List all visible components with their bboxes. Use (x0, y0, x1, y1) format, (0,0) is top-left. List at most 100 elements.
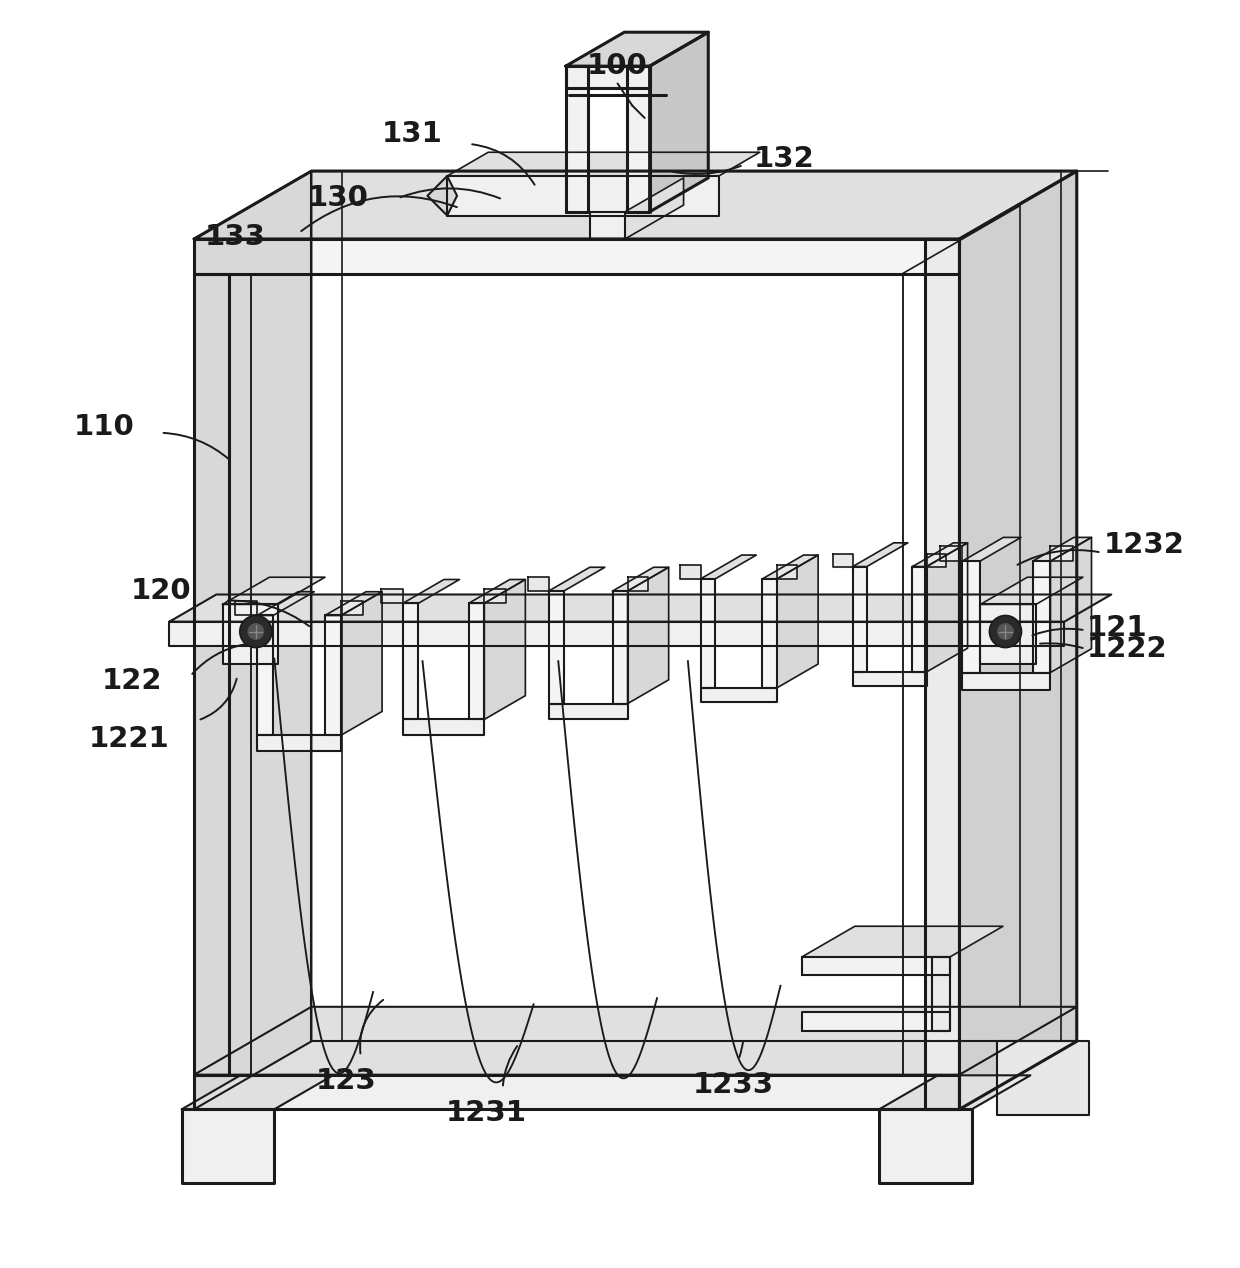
Polygon shape (962, 562, 980, 672)
Circle shape (997, 624, 1013, 639)
Text: 132: 132 (754, 145, 815, 172)
Polygon shape (853, 672, 926, 686)
Polygon shape (701, 687, 777, 702)
Polygon shape (195, 238, 960, 274)
Text: 133: 133 (205, 222, 265, 251)
Polygon shape (913, 543, 967, 567)
Circle shape (990, 615, 1022, 648)
Circle shape (248, 624, 264, 639)
Text: 130: 130 (308, 184, 370, 212)
Polygon shape (182, 1075, 334, 1110)
Polygon shape (701, 555, 756, 578)
Polygon shape (222, 577, 325, 605)
Polygon shape (960, 171, 1076, 1110)
Polygon shape (926, 554, 946, 567)
Text: 1232: 1232 (1104, 531, 1184, 559)
Text: 1233: 1233 (693, 1070, 774, 1098)
Polygon shape (681, 566, 701, 578)
Polygon shape (403, 719, 485, 735)
Polygon shape (565, 32, 708, 66)
Polygon shape (195, 171, 1076, 238)
Polygon shape (925, 238, 960, 1110)
Polygon shape (325, 615, 341, 735)
Polygon shape (234, 601, 257, 615)
Polygon shape (485, 579, 526, 719)
Polygon shape (403, 604, 418, 719)
Polygon shape (428, 176, 458, 216)
Polygon shape (448, 176, 719, 216)
Polygon shape (469, 604, 485, 719)
Polygon shape (802, 926, 1003, 957)
Polygon shape (1050, 547, 1073, 562)
Polygon shape (257, 615, 273, 735)
Polygon shape (627, 66, 650, 212)
Polygon shape (853, 567, 867, 672)
Polygon shape (195, 1075, 960, 1110)
Polygon shape (962, 538, 1021, 562)
Polygon shape (777, 566, 797, 578)
Polygon shape (931, 957, 950, 1031)
Polygon shape (1033, 538, 1091, 562)
Polygon shape (833, 554, 853, 567)
Polygon shape (613, 591, 627, 704)
Polygon shape (802, 957, 950, 975)
Polygon shape (1033, 562, 1050, 672)
Polygon shape (997, 1041, 1089, 1116)
Polygon shape (548, 591, 564, 704)
Text: 122: 122 (102, 667, 162, 695)
Text: 120: 120 (130, 577, 191, 605)
Polygon shape (548, 567, 605, 591)
Polygon shape (962, 672, 1050, 690)
Text: 121: 121 (1086, 614, 1147, 642)
Polygon shape (195, 171, 311, 1110)
Polygon shape (195, 1007, 1076, 1075)
Text: 100: 100 (588, 52, 649, 80)
Polygon shape (777, 555, 818, 687)
Text: 123: 123 (315, 1066, 376, 1094)
Polygon shape (625, 178, 683, 238)
Polygon shape (763, 555, 818, 578)
Polygon shape (940, 547, 962, 562)
Polygon shape (182, 1110, 274, 1183)
Polygon shape (590, 212, 625, 238)
Polygon shape (448, 152, 760, 176)
Polygon shape (1050, 538, 1091, 672)
Polygon shape (650, 32, 708, 212)
Polygon shape (701, 578, 715, 687)
Polygon shape (981, 577, 1083, 605)
Polygon shape (879, 1075, 1030, 1110)
Polygon shape (913, 567, 926, 672)
Polygon shape (382, 588, 403, 604)
Polygon shape (879, 1110, 972, 1183)
Text: 110: 110 (73, 412, 134, 440)
Polygon shape (853, 543, 908, 567)
Text: 131: 131 (382, 120, 443, 148)
Polygon shape (222, 605, 278, 663)
Polygon shape (403, 579, 460, 604)
Text: 1222: 1222 (1086, 635, 1167, 663)
Polygon shape (325, 592, 382, 615)
Polygon shape (981, 605, 1035, 663)
Polygon shape (627, 567, 668, 704)
Polygon shape (195, 274, 228, 1075)
Polygon shape (627, 577, 649, 591)
Polygon shape (469, 579, 526, 604)
Polygon shape (565, 66, 650, 89)
Polygon shape (802, 1012, 950, 1031)
Polygon shape (485, 588, 506, 604)
Polygon shape (257, 592, 314, 615)
Text: 1221: 1221 (88, 725, 169, 753)
Polygon shape (565, 66, 588, 212)
Polygon shape (341, 592, 382, 735)
Polygon shape (613, 567, 668, 591)
Circle shape (239, 615, 272, 648)
Polygon shape (548, 704, 627, 719)
Polygon shape (170, 621, 1064, 647)
Polygon shape (763, 578, 777, 687)
Polygon shape (528, 577, 548, 591)
Polygon shape (341, 601, 363, 615)
Text: 1231: 1231 (446, 1099, 527, 1127)
Polygon shape (257, 735, 341, 751)
Polygon shape (926, 543, 967, 672)
Polygon shape (170, 595, 1111, 621)
